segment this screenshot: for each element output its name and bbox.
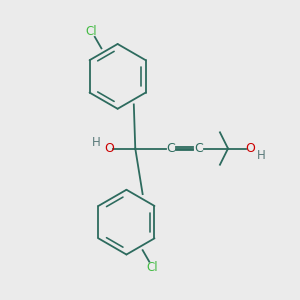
Text: H: H <box>92 136 101 148</box>
Text: Cl: Cl <box>147 261 158 274</box>
Text: C: C <box>166 142 175 155</box>
Text: H: H <box>257 149 266 162</box>
Text: O: O <box>245 142 255 155</box>
Text: C: C <box>194 142 203 155</box>
Text: O: O <box>104 142 114 155</box>
Text: Cl: Cl <box>86 25 98 38</box>
